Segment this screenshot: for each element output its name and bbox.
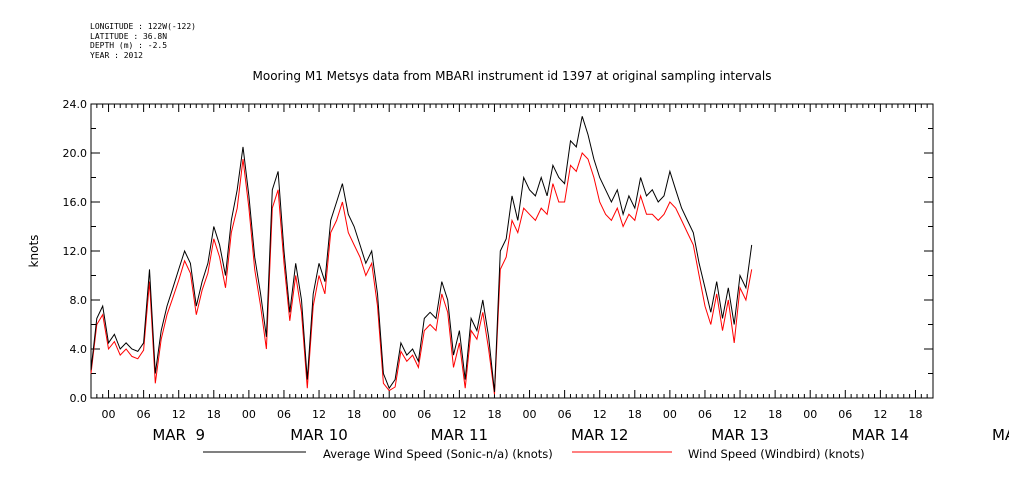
series-layer [90, 116, 753, 395]
chart-title: Mooring M1 Metsys data from MBARI instru… [253, 69, 772, 83]
x-day-label: MAR 15 [992, 426, 1009, 444]
x-hour-label: 18 [207, 408, 221, 421]
x-hour-label: 18 [768, 408, 782, 421]
x-hour-label: 12 [172, 408, 186, 421]
y-axis: 0.0 4.0 8.0 12.0 16.0 20.0 24.0 [63, 98, 933, 405]
x-day-label: MAR 12 [571, 426, 628, 444]
x-hour-label: 18 [487, 408, 501, 421]
x-day-label: MAR 11 [431, 426, 488, 444]
y-tick-label: 0.0 [70, 392, 88, 405]
x-hour-label: 18 [908, 408, 922, 421]
x-hour-label: 12 [873, 408, 887, 421]
y-tick-label: 20.0 [63, 147, 88, 160]
series-line [90, 152, 753, 395]
x-hour-label: 06 [698, 408, 712, 421]
x-day-label: MAR 9 [152, 426, 205, 444]
x-day-label: MAR 13 [711, 426, 768, 444]
x-hour-label: 00 [523, 408, 537, 421]
x-hour-label: 06 [277, 408, 291, 421]
x-hour-label: 12 [312, 408, 326, 421]
y-tick-label: 24.0 [63, 98, 88, 111]
x-hour-label: 12 [593, 408, 607, 421]
x-hour-label: 06 [417, 408, 431, 421]
y-tick-label: 8.0 [70, 294, 88, 307]
series-line [90, 116, 753, 392]
legend-label: Wind Speed (Windbird) (knots) [688, 447, 865, 461]
x-hour-label: 00 [803, 408, 817, 421]
y-tick-label: 4.0 [70, 343, 88, 356]
y-tick-label: 16.0 [63, 196, 88, 209]
x-hour-label: 18 [628, 408, 642, 421]
legend: Average Wind Speed (Sonic-n/a) (knots) Wi… [203, 447, 865, 461]
x-day-label: MAR 14 [852, 426, 909, 444]
x-hour-label: 00 [382, 408, 396, 421]
depth-text: DEPTH (m) : -2.5 [90, 41, 168, 50]
x-hour-label: 00 [663, 408, 677, 421]
legend-label: Average Wind Speed (Sonic-n/a) (knots) [323, 447, 553, 461]
x-hour-label: 00 [102, 408, 116, 421]
x-hour-label: 12 [733, 408, 747, 421]
x-hour-label: 06 [838, 408, 852, 421]
year-text: YEAR : 2012 [90, 50, 143, 60]
x-axis: 00 06 12 18 00 06 12 18 00 06 12 18 00 06 12 18 00 06 12 18… [90, 104, 1009, 444]
x-hour-label: 06 [137, 408, 151, 421]
x-hour-label: 00 [242, 408, 256, 421]
latitude-text: LATITUDE : 36.8N [90, 31, 168, 41]
metadata-block: LONGITUDE : 122W(-122) LATITUDE : 36.8N … [90, 22, 196, 60]
x-hour-label: 18 [347, 408, 361, 421]
y-axis-label: knots [27, 235, 41, 268]
longitude-text: LONGITUDE : 122W(-122) [90, 22, 196, 31]
x-day-label: MAR 10 [290, 426, 347, 444]
y-tick-label: 12.0 [63, 245, 88, 258]
x-hour-label: 12 [452, 408, 466, 421]
x-hour-label: 06 [558, 408, 572, 421]
